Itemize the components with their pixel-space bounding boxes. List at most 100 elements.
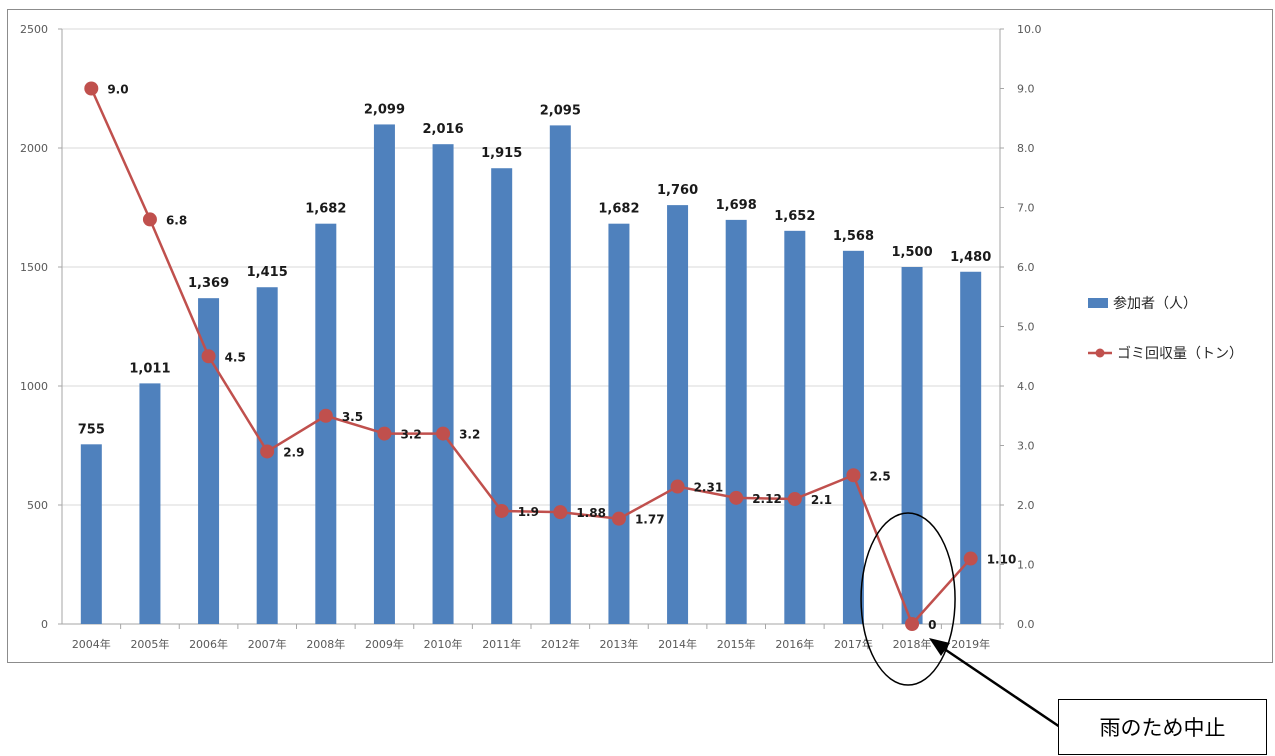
- line-point: [84, 81, 99, 96]
- line-data-label: 9.0: [107, 83, 128, 97]
- bar-data-label: 1,652: [774, 209, 815, 224]
- bar-data-label: 2,099: [364, 102, 405, 117]
- line-point: [787, 492, 802, 507]
- bar-data-label: 1,698: [716, 198, 757, 213]
- x-tick-label: 2019年: [951, 637, 990, 651]
- y-left-tick-label: 1500: [20, 261, 48, 274]
- bar-data-label: 1,415: [247, 265, 288, 280]
- line-data-label: 3.5: [342, 410, 363, 424]
- x-tick-label: 2004年: [72, 637, 111, 651]
- x-tick-label: 2015年: [717, 637, 756, 651]
- line-data-label: 6.8: [166, 213, 187, 227]
- bar: [491, 168, 513, 625]
- bar: [139, 383, 161, 624]
- line-point: [963, 551, 978, 566]
- line-data-label: 0: [928, 618, 936, 632]
- bar-data-label: 1,682: [598, 202, 639, 217]
- line-data-label: 2.5: [869, 469, 890, 483]
- bar-data-label: 1,369: [188, 276, 229, 291]
- bar: [373, 124, 395, 625]
- annotation-arrow-line: [936, 642, 1061, 729]
- annotation-ellipse: [860, 512, 956, 686]
- line-point: [318, 408, 333, 423]
- line-series: [90, 87, 972, 627]
- legend-bar-swatch: [1088, 298, 1108, 308]
- line-data-label: 2.1: [811, 493, 832, 507]
- bar: [80, 444, 102, 624]
- line-data-label: 4.5: [225, 350, 246, 364]
- legend-bar-label: 参加者（人）: [1113, 295, 1197, 312]
- x-tick-label: 2005年: [130, 637, 169, 651]
- line-point: [553, 505, 568, 520]
- line-point: [729, 490, 744, 505]
- line-point: [377, 426, 392, 441]
- x-tick-label: 2017年: [834, 637, 873, 651]
- bar: [784, 230, 806, 624]
- y-right-tick-label: 9.0: [1017, 83, 1035, 96]
- x-tick-label: 2009年: [365, 637, 404, 651]
- x-tick-label: 2018年: [893, 637, 932, 651]
- legend-line-marker: [1095, 348, 1105, 358]
- bar: [667, 205, 689, 624]
- y-right-tick-label: 3.0: [1017, 440, 1035, 453]
- y-left-tick-label: 0: [41, 618, 48, 631]
- y-left-tick-label: 1000: [20, 380, 48, 393]
- x-tick-label: 2008年: [306, 637, 345, 651]
- bar: [608, 223, 630, 624]
- line-data-label: 1.10: [987, 553, 1017, 567]
- y-right-tick-label: 6.0: [1017, 261, 1035, 274]
- x-tick-label: 2013年: [599, 637, 638, 651]
- bar: [901, 267, 923, 624]
- y-right-tick-label: 10.0: [1017, 23, 1042, 36]
- line-point: [611, 511, 626, 526]
- y-right-tick-label: 4.0: [1017, 380, 1035, 393]
- bar: [549, 125, 571, 624]
- y-right-tick-label: 0.0: [1017, 618, 1035, 631]
- x-tick-label: 2011年: [482, 637, 521, 651]
- bar: [960, 271, 982, 624]
- y-right-tick-label: 1.0: [1017, 559, 1035, 572]
- x-tick-label: 2010年: [424, 637, 463, 651]
- bar: [315, 223, 337, 624]
- line-point: [260, 444, 275, 459]
- x-tick-label: 2016年: [775, 637, 814, 651]
- bar-data-label: 2,095: [540, 103, 581, 118]
- line-data-label: 2.9: [283, 445, 304, 459]
- line-data-label: 3.2: [400, 428, 421, 442]
- line-point: [670, 479, 685, 494]
- bar: [725, 219, 747, 624]
- line-data-label: 1.88: [576, 506, 606, 520]
- bar-data-label: 1,568: [833, 229, 874, 244]
- y-left-tick-label: 500: [27, 499, 48, 512]
- bar-data-label: 755: [78, 422, 105, 437]
- bar: [432, 144, 454, 624]
- line-point: [905, 617, 920, 631]
- line-point: [201, 349, 216, 364]
- bar-data-label: 1,480: [950, 250, 991, 265]
- bar-data-label: 1,682: [305, 202, 346, 217]
- line-data-label: 2.31: [694, 481, 724, 495]
- y-left-tick-label: 2000: [20, 142, 48, 155]
- line-data-label: 1.77: [635, 513, 665, 527]
- y-left-tick-label: 2500: [20, 23, 48, 36]
- y-right-tick-label: 8.0: [1017, 142, 1035, 155]
- line-data-label: 1.9: [518, 505, 539, 519]
- y-right-tick-label: 5.0: [1017, 321, 1035, 334]
- x-tick-label: 2006年: [189, 637, 228, 651]
- annotation-box: 雨のため中止: [1058, 699, 1267, 755]
- x-tick-label: 2014年: [658, 637, 697, 651]
- y-right-tick-label: 2.0: [1017, 499, 1035, 512]
- line-data-label: 2.12: [752, 492, 782, 506]
- bar-data-label: 1,500: [892, 245, 933, 260]
- legend-line-label: ゴミ回収量（トン）: [1117, 345, 1243, 362]
- bar-data-label: 2,016: [423, 122, 464, 137]
- bar-data-label: 1,760: [657, 183, 698, 198]
- x-tick-label: 2007年: [248, 637, 287, 651]
- bar-data-label: 1,915: [481, 146, 522, 161]
- line-point: [494, 503, 509, 518]
- x-tick-label: 2012年: [541, 637, 580, 651]
- bar: [198, 298, 220, 624]
- y-right-tick-label: 7.0: [1017, 202, 1035, 215]
- annotation-arrowhead: [929, 638, 950, 656]
- line-point: [142, 212, 157, 227]
